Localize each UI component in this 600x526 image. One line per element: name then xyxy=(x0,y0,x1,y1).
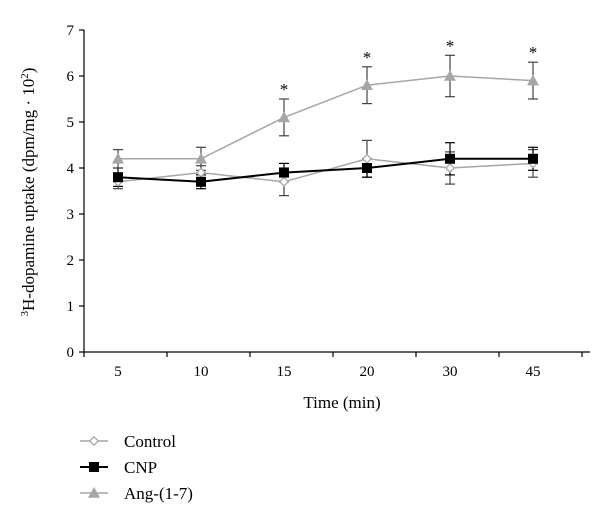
y-tick-label: 5 xyxy=(67,115,75,131)
x-tick-label: 30 xyxy=(443,364,458,380)
legend-label: Ang-(1-7) xyxy=(124,484,193,503)
data-point-cnp xyxy=(362,163,372,173)
legend-label: Control xyxy=(124,432,176,451)
x-tick-label: 5 xyxy=(114,364,122,380)
y-axis-title-close: ) xyxy=(19,68,38,74)
x-tick-label: 20 xyxy=(360,364,375,380)
y-tick-label: 4 xyxy=(67,161,75,177)
data-point-cnp xyxy=(113,172,123,182)
data-point-ang-1-7 xyxy=(444,70,456,81)
y-tick-label: 0 xyxy=(67,345,75,361)
legend-swatch-marker xyxy=(89,462,99,472)
x-tick-label: 45 xyxy=(526,364,541,380)
x-tick-label: 15 xyxy=(277,364,292,380)
data-point-cnp xyxy=(279,168,289,178)
data-point-control xyxy=(197,168,205,176)
legend: Control CNP Ang-(1-7) xyxy=(80,432,193,503)
y-tick-label: 2 xyxy=(67,253,75,269)
y-tick-label: 6 xyxy=(67,69,75,85)
data-point-control xyxy=(446,164,454,172)
data-point-ang-1-7 xyxy=(278,111,290,122)
data-point-cnp xyxy=(445,154,455,164)
line-chart: 012345675 10 15 20 30 45 *** * Time (min) 3H-d… xyxy=(0,0,600,526)
legend-label: CNP xyxy=(124,458,157,477)
legend-swatch-marker xyxy=(90,437,98,445)
legend-item-control: Control xyxy=(80,432,176,451)
significance-annotations: * * * * xyxy=(280,36,538,99)
x-axis-title: Time (min) xyxy=(303,393,380,412)
series-group xyxy=(112,70,539,187)
legend-item-ang-1-7: Ang-(1-7) xyxy=(80,484,193,503)
y-tick-label: 7 xyxy=(67,23,75,39)
significance-star: * xyxy=(280,80,289,99)
x-tick-label: 10 xyxy=(194,364,209,380)
data-point-control xyxy=(280,178,288,186)
series-line-ang-1-7 xyxy=(118,76,533,159)
y-tick-label: 1 xyxy=(67,299,75,315)
significance-star: * xyxy=(529,43,538,62)
y-axis-title-text: H-dopamine uptake (dpm/mg · 10 xyxy=(19,79,38,311)
significance-star: * xyxy=(446,36,455,55)
series-line-cnp xyxy=(118,159,533,182)
data-point-cnp xyxy=(196,177,206,187)
y-tick-label: 3 xyxy=(67,207,75,223)
data-point-cnp xyxy=(528,154,538,164)
y-axis-title: 3H-dopamine uptake (dpm/mg · 102) xyxy=(19,68,38,317)
significance-star: * xyxy=(363,48,372,67)
legend-item-cnp: CNP xyxy=(80,458,157,477)
data-point-control xyxy=(363,155,371,163)
